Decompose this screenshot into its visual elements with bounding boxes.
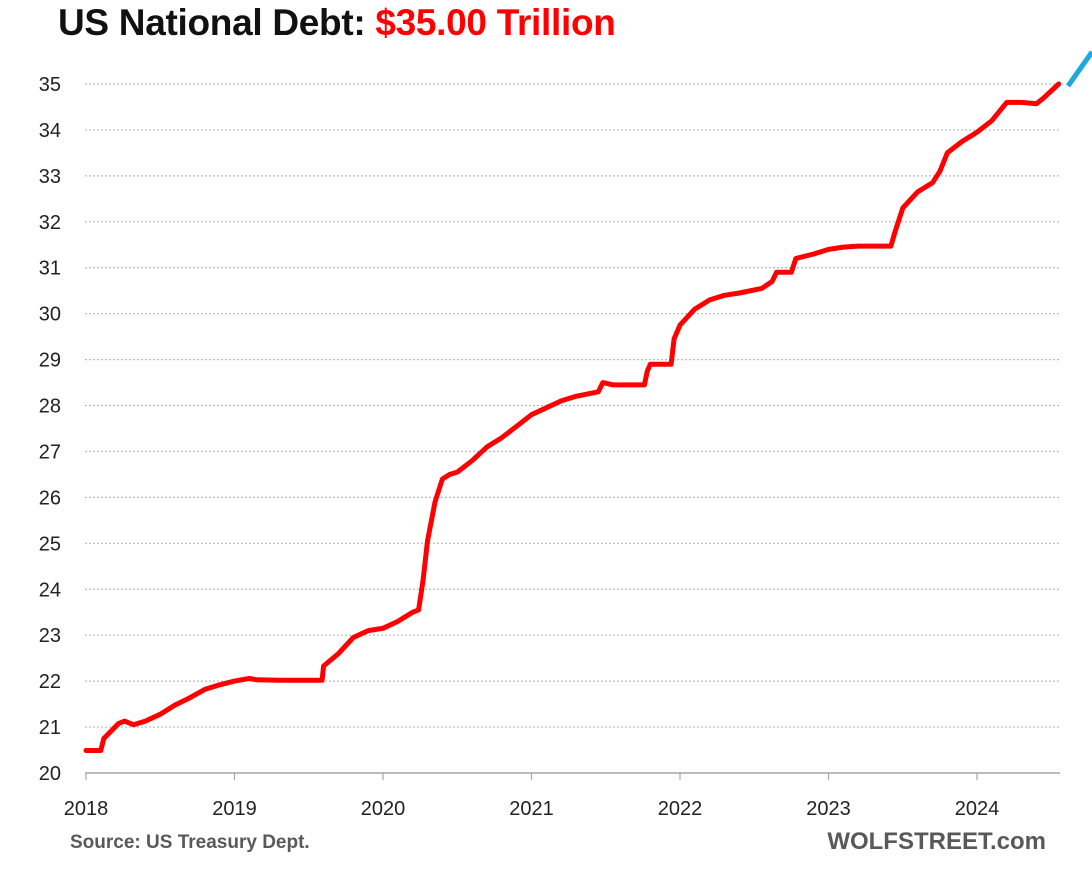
y-tick-label: 20 xyxy=(39,763,61,785)
trend-arrow xyxy=(1065,50,1092,88)
source-note: Source: US Treasury Dept. xyxy=(70,832,310,853)
y-tick-label: 28 xyxy=(39,396,61,418)
x-tick-label: 2022 xyxy=(658,798,703,820)
y-tick-label: 27 xyxy=(39,441,61,463)
y-tick-label: 34 xyxy=(39,120,61,142)
y-tick-label: 21 xyxy=(39,717,61,739)
y-tick-label: 26 xyxy=(39,487,61,509)
y-tick-label: 35 xyxy=(39,74,61,96)
x-tick-label: 2018 xyxy=(64,798,109,820)
y-tick-label: 32 xyxy=(39,212,61,234)
x-tick-label: 2019 xyxy=(212,798,257,820)
y-tick-label: 30 xyxy=(39,304,61,326)
debt-series-line xyxy=(83,81,1062,753)
y-tick-label: 29 xyxy=(39,350,61,372)
wolfstreet-brand: WOLFSTREET.com xyxy=(827,828,1046,855)
x-axis: 2018 2019 2020 2021 2022 2023 2024 xyxy=(64,772,1060,820)
x-tick-label: 2024 xyxy=(955,798,1000,820)
x-tick-label: 2021 xyxy=(509,798,554,820)
title-amount: $35.00 Trillion xyxy=(375,2,616,43)
gridlines xyxy=(85,83,1060,728)
x-tick-label: 2023 xyxy=(806,798,851,820)
y-tick-label: 31 xyxy=(39,258,61,280)
title-prefix: US National Debt: xyxy=(58,2,376,43)
series-group xyxy=(83,81,1062,753)
y-tick-label: 25 xyxy=(39,533,61,555)
y-tick-label: 23 xyxy=(39,625,61,647)
y-axis: 20 21 22 23 24 25 26 27 28 29 30 31 32 33 34 35 xyxy=(39,74,61,785)
chart-title: US National Debt: $35.00 Trillion xyxy=(58,2,616,44)
y-tick-label: 22 xyxy=(39,671,61,693)
y-tick-label: 24 xyxy=(39,579,61,601)
y-tick-label: 33 xyxy=(39,166,61,188)
x-tick-label: 2020 xyxy=(361,798,406,820)
